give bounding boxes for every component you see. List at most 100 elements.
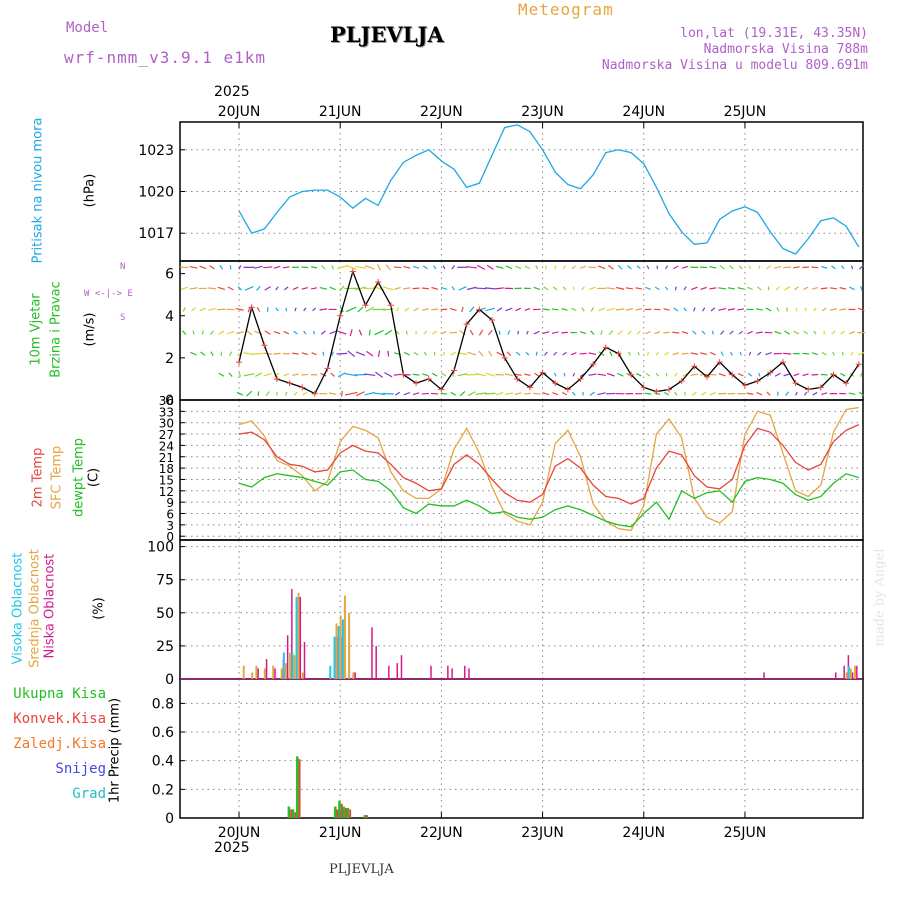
high-cloud-label: Visoka Oblacnost <box>10 552 26 665</box>
conv-precip-bar <box>344 807 347 818</box>
wind-arrow <box>504 373 513 377</box>
wind-arrow <box>784 330 791 335</box>
wind-arrow <box>711 330 714 335</box>
wind-arrow <box>254 372 262 377</box>
wind-arrow <box>422 265 428 270</box>
wind-arrow <box>756 391 763 396</box>
wind-arrow <box>394 391 401 396</box>
wind-arrow <box>330 372 335 377</box>
wind-arrow <box>377 350 381 357</box>
wind-arrow <box>783 266 792 269</box>
wind-arrow <box>783 352 792 355</box>
low-cloud-bar <box>375 645 377 679</box>
wind-arrow <box>319 308 328 311</box>
wind-gust-marker <box>729 371 736 378</box>
wind-arrow <box>496 351 503 356</box>
wind-arrow <box>354 265 366 269</box>
wind-arrow <box>841 351 844 356</box>
wind-arrow <box>606 287 616 290</box>
low-cloud-bar <box>291 588 293 679</box>
wind-arrow <box>199 393 207 395</box>
mid-cloud-bar <box>293 655 296 679</box>
wind-arrow <box>774 265 782 269</box>
wind-arrow <box>208 287 217 290</box>
wind-arrow <box>337 330 347 335</box>
wind-arrow <box>700 352 708 356</box>
wind-gust-marker <box>324 365 331 372</box>
sfc-temp-label: SFC Temp <box>49 445 65 510</box>
wind-arrow <box>515 265 522 269</box>
wind-arrow <box>505 307 513 312</box>
wind-arrow <box>292 373 299 376</box>
wind-arrow <box>423 330 428 335</box>
wind-gust-marker <box>843 380 850 387</box>
wind-arrow <box>209 330 215 335</box>
wind-arrow <box>831 330 836 335</box>
wind-arrow <box>475 372 487 377</box>
wind-arrow <box>811 287 819 290</box>
wind-arrow <box>664 286 669 291</box>
wind-arrow <box>701 330 706 335</box>
wind-arrow <box>840 330 846 335</box>
wind-arrow <box>475 392 487 395</box>
wind-arrow <box>374 329 384 336</box>
wind-arrow <box>498 330 501 335</box>
wind-arrow <box>543 286 549 291</box>
wind-arrow <box>811 266 819 269</box>
wind-gust-marker <box>273 375 280 382</box>
wind-arrow <box>478 329 484 336</box>
wind-arrow <box>765 307 772 312</box>
y-tick-label: 3 <box>166 519 174 533</box>
low-cloud-bar <box>451 668 453 679</box>
y-tick-label: 6 <box>165 267 174 283</box>
wind-arrow <box>237 286 243 291</box>
wind-arrow <box>273 265 281 269</box>
wind-arrow <box>264 330 271 335</box>
high-cloud-bar <box>295 596 298 679</box>
wind-arrow <box>263 373 272 377</box>
wind-arrow <box>737 287 745 290</box>
wind-gust-marker <box>564 386 571 393</box>
wind-arrow <box>466 373 477 376</box>
compass-north: N <box>120 262 126 272</box>
mid-cloud-bar <box>251 672 254 679</box>
wind-arrow <box>347 350 356 357</box>
wind-arrow <box>302 391 308 396</box>
total-precip-bar <box>346 807 350 818</box>
wind-arrow <box>246 390 253 397</box>
wind-arrow <box>441 330 447 335</box>
y-tick-label: 1020 <box>138 185 174 201</box>
wind-arrow <box>244 285 254 291</box>
wind-arrow <box>457 373 468 377</box>
wind-arrow <box>588 286 596 291</box>
wind-arrow <box>655 351 659 356</box>
low-cloud-bar <box>400 655 403 679</box>
wind-arrow <box>654 392 661 396</box>
wind-arrow <box>199 307 207 312</box>
wind-arrow <box>461 306 464 313</box>
wind-arrow <box>189 287 198 290</box>
mid-cloud-bar <box>854 665 857 679</box>
temperature-panel-frame <box>179 399 864 541</box>
wind-gust-marker <box>640 384 647 391</box>
wind-arrow <box>431 372 438 377</box>
y-tick-label: 15 <box>159 473 174 487</box>
wind-gust-marker <box>792 380 799 387</box>
wind-arrow <box>532 392 541 395</box>
wind-gust-marker <box>248 304 255 311</box>
wind-arrow <box>412 373 420 376</box>
wind-arrow <box>294 307 297 312</box>
y-tick-label: 0.8 <box>152 696 174 712</box>
wind-arrow <box>525 351 530 356</box>
sfc-temp-line <box>238 406 859 532</box>
wind-arrow <box>858 391 864 396</box>
wind-arrow <box>644 392 652 395</box>
wind-arrow <box>552 286 558 291</box>
wind-arrow <box>663 391 670 396</box>
wind-arrow <box>245 329 253 336</box>
conv-precip-bar <box>349 809 352 818</box>
wind-arrow <box>328 392 337 395</box>
wind-arrow <box>579 265 587 269</box>
wind-arrow <box>710 307 716 312</box>
wind-arrow <box>228 372 233 377</box>
